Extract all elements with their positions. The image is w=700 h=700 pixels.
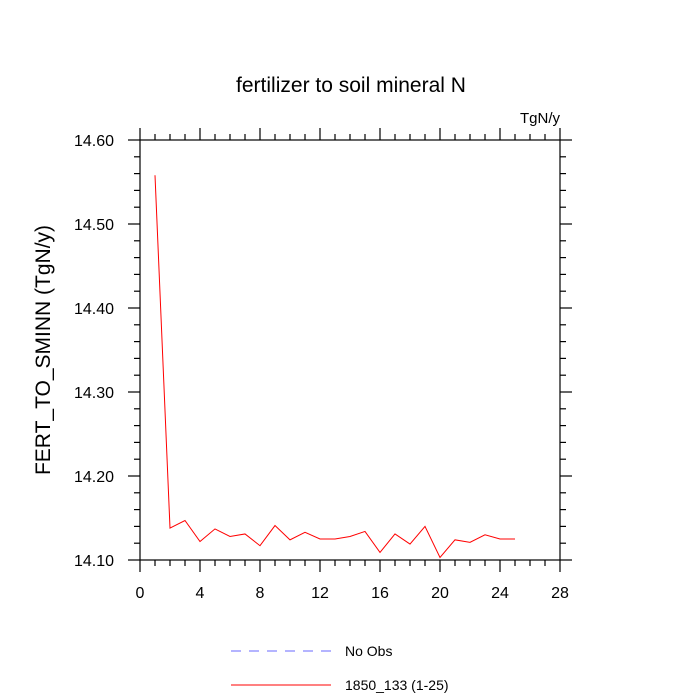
series-lines [154, 175, 515, 559]
x-tick-label: 0 [136, 585, 145, 602]
y-tick-label: 14.10 [74, 553, 114, 570]
units-label: TgN/y [520, 110, 561, 127]
x-tick-label: 20 [431, 585, 449, 602]
x-tick-label: 16 [371, 585, 389, 602]
legend-label-no-obs: No Obs [345, 643, 392, 659]
x-tick-label: 24 [491, 585, 509, 602]
series-line-1 [154, 175, 515, 559]
y-tick-label: 14.20 [74, 469, 114, 486]
y-axis-label: FERT_TO_SMINN (TgN/y) [32, 225, 55, 475]
y-tick-label: 14.50 [74, 217, 114, 234]
legend-label-1850-133: 1850_133 (1-25) [345, 677, 449, 693]
x-tick-label: 28 [551, 585, 569, 602]
x-tick-label: 8 [256, 585, 265, 602]
x-tick-labels: 0 4 8 12 16 20 24 28 [136, 585, 569, 602]
chart-title: fertilizer to soil mineral N [236, 74, 466, 97]
legend: No Obs 1850_133 (1-25) [231, 643, 449, 693]
y-tick-label: 14.30 [74, 385, 114, 402]
axis-ticks [128, 128, 572, 572]
x-tick-label: 12 [311, 585, 329, 602]
y-tick-labels: 14.10 14.20 14.30 14.40 14.50 14.60 [74, 133, 114, 570]
plot-frame [139, 139, 561, 561]
y-tick-label: 14.60 [74, 133, 114, 150]
y-tick-label: 14.40 [74, 301, 114, 318]
x-tick-label: 4 [196, 585, 205, 602]
